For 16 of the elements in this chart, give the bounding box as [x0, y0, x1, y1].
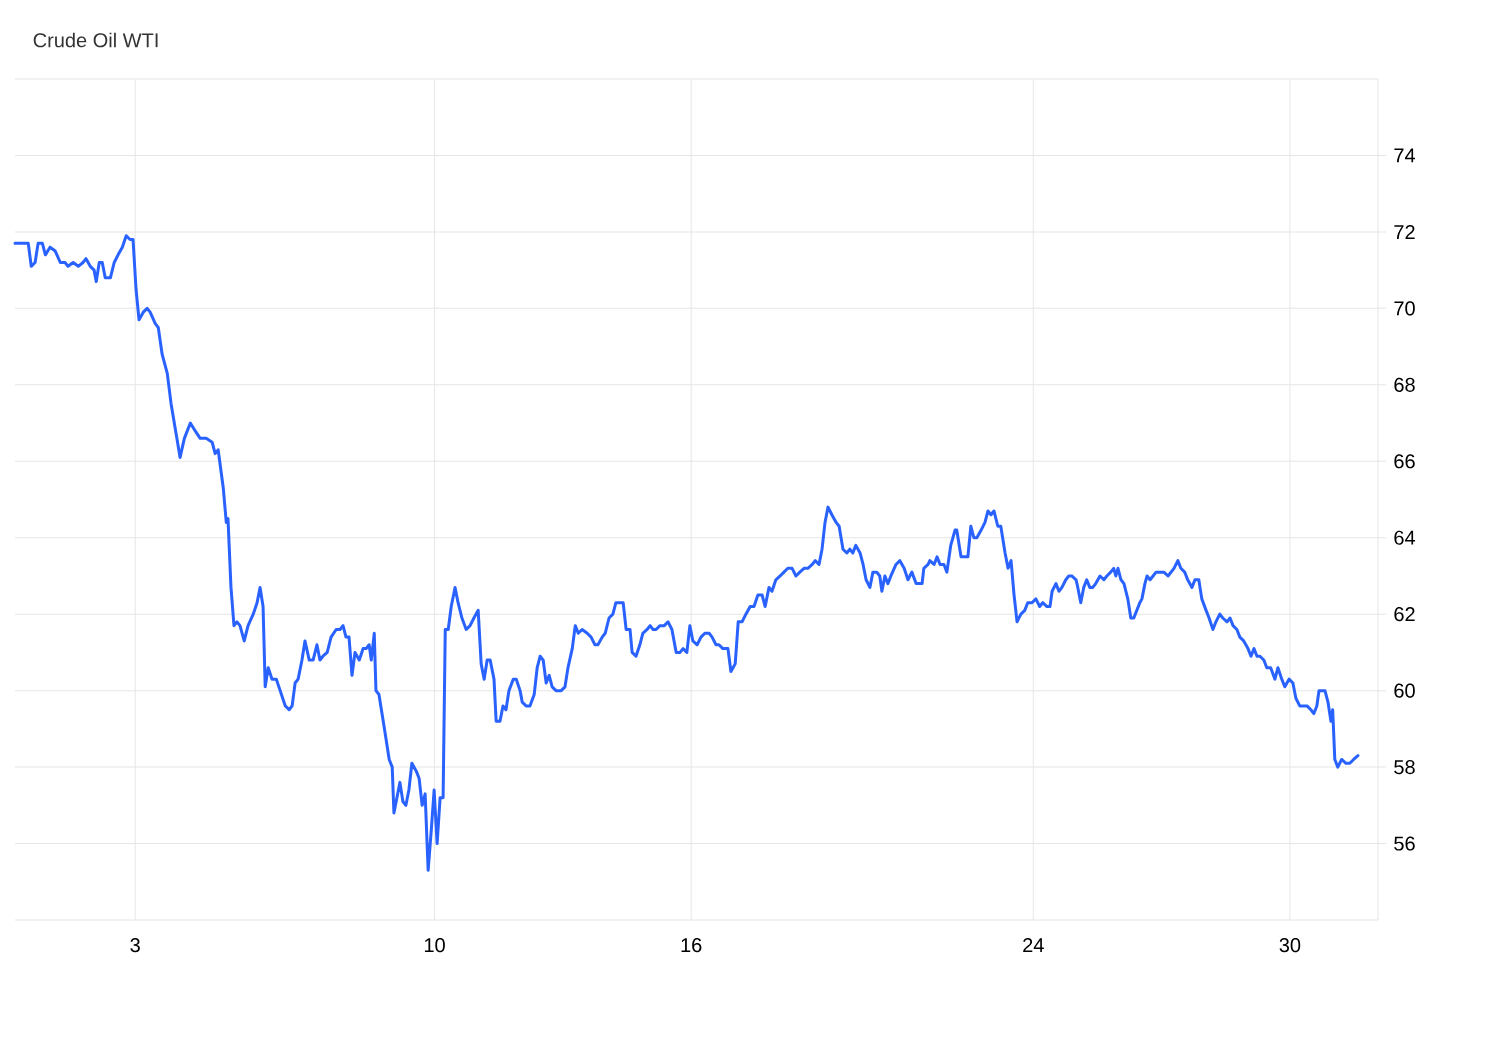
- y-tick-label: 68: [1394, 377, 1415, 392]
- y-tick-label: 60: [1394, 683, 1415, 698]
- x-tick-label: 16: [681, 938, 702, 953]
- x-tick-label: 10: [424, 938, 445, 953]
- x-tick-label: 30: [1279, 938, 1301, 953]
- x-tick-label: 24: [1023, 938, 1044, 953]
- y-tick-label: 74: [1394, 148, 1416, 163]
- chart-title: Crude Oil WTI: [33, 32, 158, 48]
- y-tick-label: 66: [1394, 454, 1415, 469]
- y-tick-label: 56: [1394, 836, 1415, 851]
- y-tick-label: 58: [1394, 760, 1415, 775]
- y-tick-label: 70: [1394, 301, 1415, 316]
- y-tick-label: 64: [1394, 530, 1416, 545]
- y-tick-label: 62: [1394, 607, 1415, 622]
- y-tick-label: 72: [1394, 224, 1415, 239]
- x-tick-label: 3: [130, 938, 140, 953]
